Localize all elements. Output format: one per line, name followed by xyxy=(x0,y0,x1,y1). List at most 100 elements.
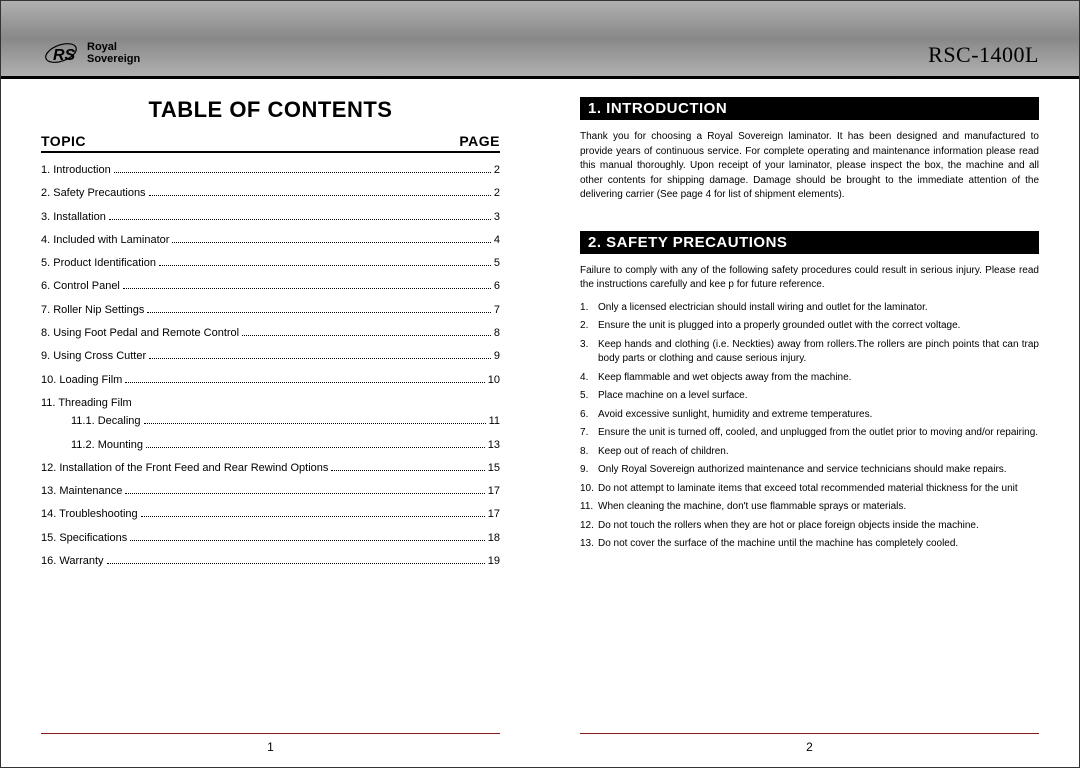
safety-item: Avoid excessive sunlight, humidity and e… xyxy=(580,408,1039,423)
toc-label: 11.2. Mounting xyxy=(71,438,143,452)
left-page: TABLE OF CONTENTS TOPIC PAGE 1. Introduc… xyxy=(1,79,540,764)
toc-row: 10. Loading Film10 xyxy=(41,373,500,387)
toc-dots xyxy=(125,493,484,494)
toc-row: 5. Product Identification 5 xyxy=(41,256,500,270)
safety-item: Do not attempt to laminate items that ex… xyxy=(580,482,1039,497)
toc-page: 2 xyxy=(494,163,500,177)
section-safety-title: 2. SAFETY PRECAUTIONS xyxy=(580,231,1039,254)
safety-item: Keep out of reach of children. xyxy=(580,445,1039,460)
toc-dots xyxy=(242,335,491,336)
toc-row: 11.2. Mounting 13 xyxy=(41,438,500,452)
toc-dots xyxy=(159,265,491,266)
logo-mark-icon: RS xyxy=(41,38,81,68)
toc-label: 2. Safety Precautions xyxy=(41,186,146,200)
toc-dots xyxy=(147,312,491,313)
intro-body: Thank you for choosing a Royal Sovereign… xyxy=(580,130,1039,203)
toc-dots xyxy=(146,447,485,448)
toc-label: 3. Installation xyxy=(41,210,106,224)
toc-row: 8. Using Foot Pedal and Remote Control 8 xyxy=(41,326,500,340)
svg-text:RS: RS xyxy=(53,47,76,64)
toc-header-topic: TOPIC xyxy=(41,133,86,149)
toc-page: 17 xyxy=(488,507,500,521)
page-number-right: 2 xyxy=(806,740,813,754)
toc-dots xyxy=(109,219,491,220)
toc-label: 1. Introduction xyxy=(41,163,111,177)
model-number: RSC-1400L xyxy=(928,42,1039,68)
safety-item: Only Royal Sovereign authorized maintena… xyxy=(580,463,1039,478)
toc-page: 6 xyxy=(494,279,500,293)
toc-row: 6. Control Panel 6 xyxy=(41,279,500,293)
toc-page: 2 xyxy=(494,186,500,200)
toc-dots xyxy=(123,288,491,289)
toc-label: 8. Using Foot Pedal and Remote Control xyxy=(41,326,239,340)
toc-dots xyxy=(114,172,491,173)
toc-dots xyxy=(144,423,486,424)
toc-page: 10 xyxy=(488,373,500,387)
toc-row: 7. Roller Nip Settings 7 xyxy=(41,303,500,317)
toc-row: 11.1. Decaling 11 xyxy=(41,414,500,428)
toc-label: 7. Roller Nip Settings xyxy=(41,303,144,317)
toc-page: 8 xyxy=(494,326,500,340)
toc-dots xyxy=(130,540,485,541)
toc-dots xyxy=(172,242,490,243)
toc-list: 1. Introduction 2 2. Safety Precautions 2 3.… xyxy=(41,163,500,577)
toc-dots xyxy=(149,358,491,359)
toc-page: 15 xyxy=(488,461,500,475)
section-intro-title: 1. INTRODUCTION xyxy=(580,97,1039,120)
safety-item: When cleaning the machine, don't use fla… xyxy=(580,500,1039,515)
page-number-left: 1 xyxy=(267,740,274,754)
safety-item: Ensure the unit is turned off, cooled, a… xyxy=(580,426,1039,441)
safety-item: Keep hands and clothing (i.e. Neckties) … xyxy=(580,338,1039,367)
safety-list: Only a licensed electrician should insta… xyxy=(580,301,1039,556)
toc-label: 11. Threading Film xyxy=(41,396,132,410)
brand-line2: Sovereign xyxy=(87,53,140,65)
toc-dots xyxy=(149,195,491,196)
safety-item: Do not cover the surface of the machine … xyxy=(580,537,1039,552)
toc-row: 13. Maintenance 17 xyxy=(41,484,500,498)
toc-row: 16. Warranty19 xyxy=(41,554,500,568)
toc-row: 2. Safety Precautions 2 xyxy=(41,186,500,200)
page-footer-left: 1 xyxy=(41,733,500,754)
toc-label: 12. Installation of the Front Feed and R… xyxy=(41,461,328,475)
toc-row: 1. Introduction 2 xyxy=(41,163,500,177)
toc-page: 19 xyxy=(488,554,500,568)
toc-header: TOPIC PAGE xyxy=(41,133,500,153)
safety-item: Keep flammable and wet objects away from… xyxy=(580,371,1039,386)
safety-item: Only a licensed electrician should insta… xyxy=(580,301,1039,316)
right-page: 1. INTRODUCTION Thank you for choosing a… xyxy=(540,79,1079,764)
toc-header-page: PAGE xyxy=(459,133,500,149)
brand-name: Royal Sovereign xyxy=(87,41,140,65)
toc-page: 13 xyxy=(488,438,500,452)
toc-row: 4. Included with Laminator4 xyxy=(41,233,500,247)
toc-row: 15. Specifications18 xyxy=(41,531,500,545)
safety-item: Ensure the unit is plugged into a proper… xyxy=(580,319,1039,334)
toc-label: 11.1. Decaling xyxy=(71,414,141,428)
toc-label: 4. Included with Laminator xyxy=(41,233,169,247)
safety-item: Place machine on a level surface. xyxy=(580,389,1039,404)
page-footer-right: 2 xyxy=(580,733,1039,754)
manual-page: RS Royal Sovereign RSC-1400L TABLE OF CO… xyxy=(0,0,1080,768)
toc-row: 14. Troubleshooting17 xyxy=(41,507,500,521)
toc-row: 9. Using Cross Cutter9 xyxy=(41,349,500,363)
toc-label: 9. Using Cross Cutter xyxy=(41,349,146,363)
toc-page: 7 xyxy=(494,303,500,317)
toc-dots xyxy=(141,516,485,517)
toc-page: 3 xyxy=(494,210,500,224)
brand-line1: Royal xyxy=(87,41,140,53)
toc-row: 3. Installation 3 xyxy=(41,210,500,224)
top-banner: RS Royal Sovereign RSC-1400L xyxy=(1,1,1079,79)
content-columns: TABLE OF CONTENTS TOPIC PAGE 1. Introduc… xyxy=(1,79,1079,764)
toc-page: 17 xyxy=(488,484,500,498)
toc-label: 13. Maintenance xyxy=(41,484,122,498)
toc-row: 12. Installation of the Front Feed and R… xyxy=(41,461,500,475)
toc-page: 11 xyxy=(489,414,500,428)
safety-intro: Failure to comply with any of the follow… xyxy=(580,264,1039,293)
toc-title: TABLE OF CONTENTS xyxy=(41,97,500,123)
toc-label: 6. Control Panel xyxy=(41,279,120,293)
toc-label: 5. Product Identification xyxy=(41,256,156,270)
toc-row: 11. Threading Film xyxy=(41,396,500,410)
toc-dots xyxy=(331,470,484,471)
toc-page: 5 xyxy=(494,256,500,270)
toc-dots xyxy=(125,382,484,383)
safety-item: Do not touch the rollers when they are h… xyxy=(580,519,1039,534)
